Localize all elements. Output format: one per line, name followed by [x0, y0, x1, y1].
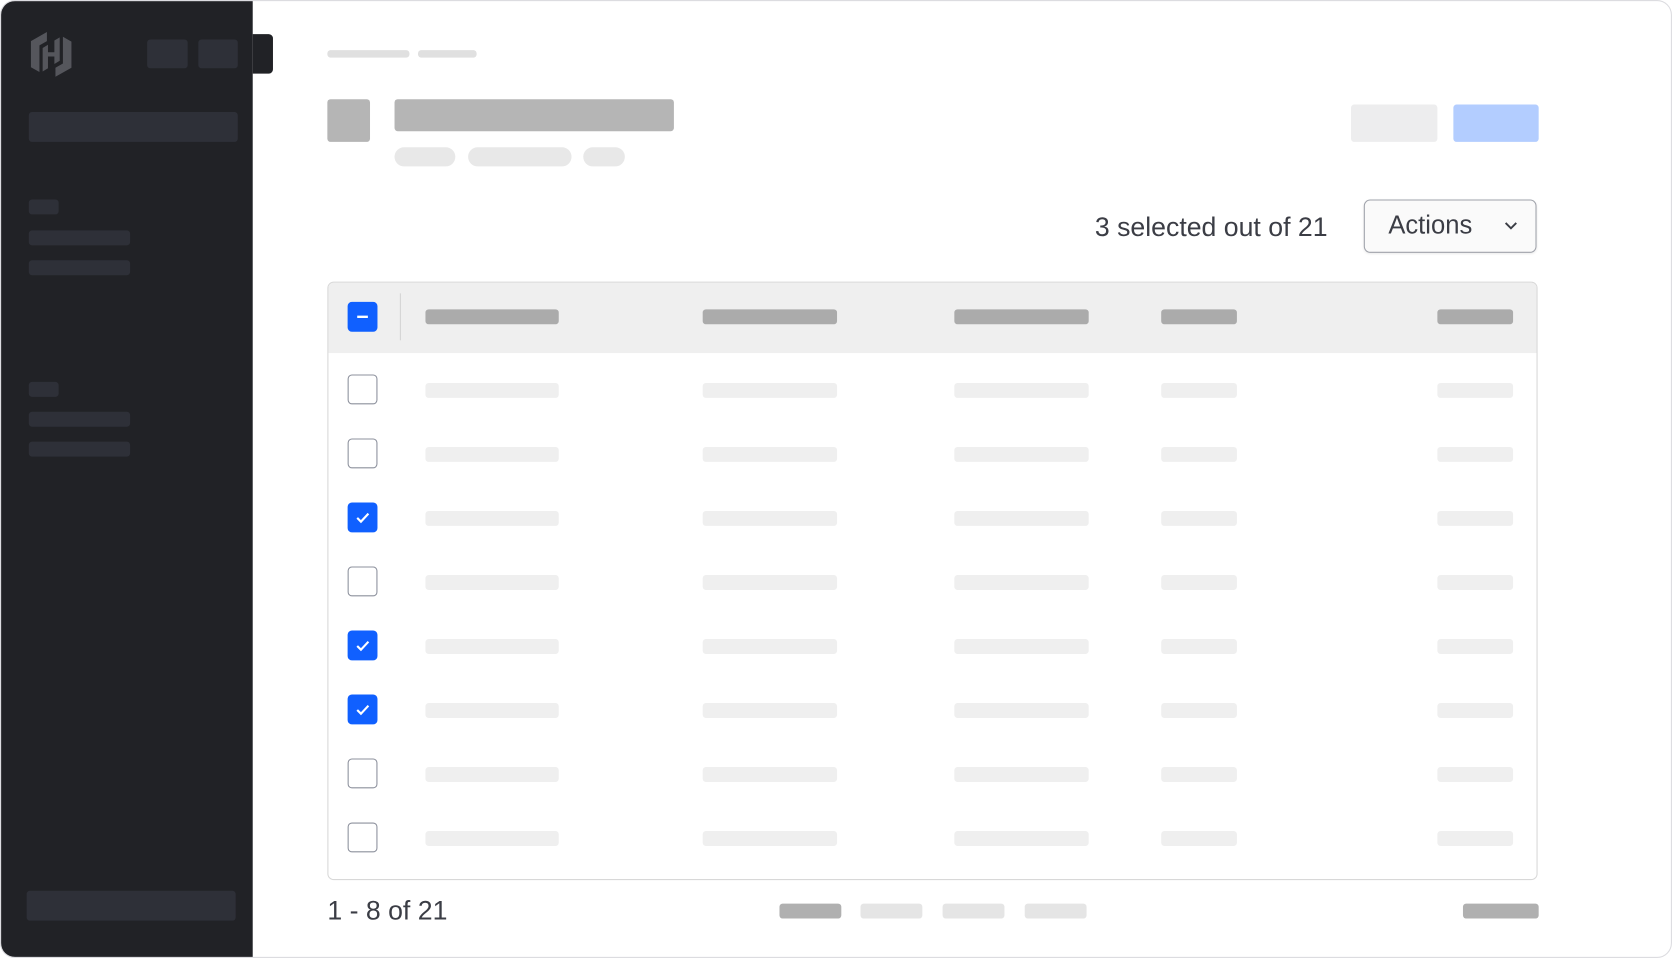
- table-cell: [1161, 510, 1237, 526]
- table-cell: [702, 510, 838, 526]
- sidebar-item[interactable]: [28, 230, 131, 246]
- table-cell: [702, 639, 838, 654]
- chevron-down-icon: [1504, 222, 1517, 230]
- table-cell: [702, 446, 838, 462]
- row-checkbox[interactable]: [347, 438, 378, 469]
- table-cell: [425, 831, 559, 846]
- breadcrumb[interactable]: [327, 50, 410, 58]
- sidebar: [1, 1, 253, 957]
- table-cell: [954, 510, 1089, 526]
- table-cell: [1161, 831, 1237, 846]
- row-checkbox[interactable]: [347, 502, 378, 533]
- table-cell: [702, 703, 838, 718]
- table-cell: [1437, 831, 1514, 846]
- row-checkbox[interactable]: [347, 758, 378, 789]
- row-checkbox[interactable]: [347, 822, 378, 853]
- select-all-checkbox[interactable]: [347, 301, 378, 332]
- page-button[interactable]: [779, 903, 842, 919]
- check-icon: [356, 512, 370, 524]
- table-cell: [1161, 382, 1237, 398]
- table-cell: [1161, 446, 1237, 462]
- sidebar-item[interactable]: [28, 260, 131, 276]
- table-cell: [425, 767, 559, 782]
- table-cell: [954, 382, 1089, 398]
- row-checkbox[interactable]: [347, 630, 378, 661]
- page-button[interactable]: [1024, 903, 1087, 919]
- sidebar-button[interactable]: [147, 39, 188, 69]
- logo-icon: [30, 32, 72, 77]
- minus-icon: [357, 315, 368, 319]
- table-cell: [425, 510, 559, 526]
- check-icon: [356, 704, 370, 716]
- check-icon: [356, 640, 370, 652]
- table-cell: [954, 831, 1089, 846]
- column-header[interactable]: [954, 309, 1089, 325]
- page-button[interactable]: [860, 903, 923, 919]
- table-cell: [1161, 703, 1237, 718]
- table-cell: [1437, 639, 1514, 654]
- selection-summary: 3 selected out of 21: [1094, 212, 1328, 243]
- sidebar-toggle[interactable]: [252, 34, 273, 74]
- sidebar-footer-item[interactable]: [26, 890, 236, 921]
- sidebar-section-heading: [28, 199, 59, 215]
- table-cell: [702, 382, 838, 398]
- table-cell: [702, 575, 838, 590]
- table-cell: [1437, 575, 1514, 590]
- table-cell: [1161, 639, 1237, 654]
- table-cell: [425, 703, 559, 718]
- page-icon: [327, 99, 371, 142]
- table-cell: [702, 831, 838, 846]
- page-title: [394, 99, 674, 132]
- table-cell: [1437, 767, 1514, 782]
- row-checkbox[interactable]: [347, 694, 378, 725]
- primary-button[interactable]: [1453, 104, 1539, 142]
- pagination-summary: 1 - 8 of 21: [327, 896, 448, 926]
- table-cell: [1437, 446, 1514, 462]
- sidebar-search[interactable]: [28, 112, 238, 142]
- secondary-button[interactable]: [1351, 104, 1438, 142]
- column-divider: [399, 293, 401, 341]
- table-cell: [954, 639, 1089, 654]
- tag: [394, 147, 456, 167]
- table-cell: [702, 767, 838, 782]
- page-button[interactable]: [942, 903, 1005, 919]
- sidebar-section-heading: [28, 381, 59, 397]
- sidebar-button[interactable]: [198, 39, 238, 69]
- table-cell: [954, 767, 1089, 782]
- column-header[interactable]: [702, 309, 838, 325]
- actions-dropdown[interactable]: Actions: [1363, 199, 1537, 253]
- breadcrumb[interactable]: [417, 50, 477, 58]
- column-header[interactable]: [1161, 309, 1237, 325]
- table-cell: [954, 446, 1089, 462]
- table-cell: [954, 703, 1089, 718]
- table-cell: [1437, 703, 1514, 718]
- table-cell: [1161, 767, 1237, 782]
- sidebar-item[interactable]: [28, 411, 131, 427]
- table-cell: [425, 575, 559, 590]
- actions-label: Actions: [1388, 211, 1473, 241]
- sidebar-item[interactable]: [28, 441, 131, 457]
- table-cell: [1161, 575, 1237, 590]
- table-cell: [425, 446, 559, 462]
- table-cell: [1437, 510, 1514, 526]
- column-header[interactable]: [1437, 309, 1514, 325]
- table-cell: [1437, 382, 1514, 398]
- column-header[interactable]: [425, 309, 559, 325]
- table-cell: [425, 639, 559, 654]
- row-checkbox[interactable]: [347, 374, 378, 405]
- tag: [583, 147, 625, 167]
- table-cell: [425, 382, 559, 398]
- row-checkbox[interactable]: [347, 566, 378, 597]
- table-cell: [954, 575, 1089, 590]
- page-size-selector[interactable]: [1462, 903, 1539, 919]
- tag: [468, 147, 572, 167]
